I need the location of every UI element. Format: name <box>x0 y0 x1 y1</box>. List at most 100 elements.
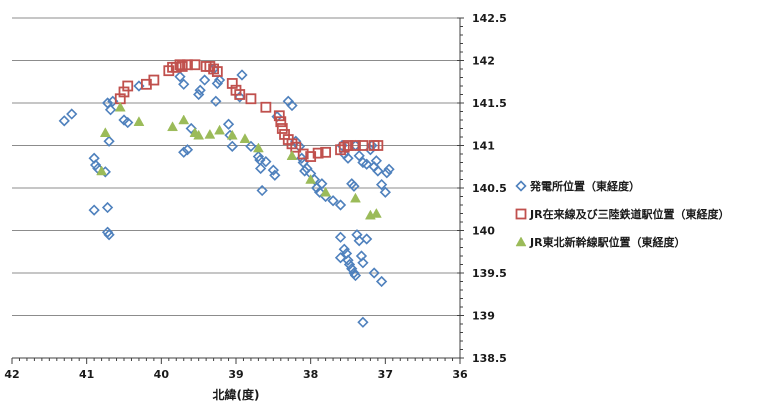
power-plant-point <box>255 162 267 175</box>
power-plant-point <box>334 252 347 264</box>
x-tick-label: 40 <box>154 368 170 381</box>
power-plant-point <box>252 150 265 163</box>
jr-conventional-station-point <box>211 66 223 77</box>
y-tick-label: 142.5 <box>472 12 507 25</box>
power-plant-point <box>342 152 354 164</box>
power-plant-point <box>193 88 205 101</box>
y-tick-label: 141 <box>472 140 495 153</box>
power-plant-point <box>185 122 197 135</box>
jr-conventional-station-point <box>290 141 302 153</box>
shinkansen-station-point <box>350 192 361 203</box>
power-plant-point <box>346 263 358 275</box>
power-plant-point <box>210 95 222 107</box>
legend-label-3: JR東北新幹線駅位置（東経度） <box>529 235 686 249</box>
legend-marker-2 <box>515 208 527 220</box>
power-plant-point <box>375 178 388 191</box>
legend-marker-3 <box>515 236 527 247</box>
series-3 <box>96 101 382 220</box>
jr-conventional-station-point <box>260 101 272 113</box>
shinkansen-station-point <box>226 129 238 140</box>
power-plant-point <box>194 84 206 96</box>
y-tick-label: 140.5 <box>472 182 507 195</box>
shinkansen-station-point <box>370 207 382 218</box>
power-plant-point <box>178 146 190 158</box>
power-plant-point <box>236 69 248 81</box>
jr-conventional-station-point <box>189 59 201 71</box>
power-plant-point <box>269 169 281 181</box>
power-plant-point <box>267 164 279 176</box>
power-plant-point <box>357 257 369 269</box>
shinkansen-station-point <box>133 116 145 126</box>
power-plant-point <box>375 275 388 288</box>
power-plant-point <box>89 159 102 171</box>
shinkansen-station-point <box>96 165 108 176</box>
power-plant-point <box>379 186 391 198</box>
x-tick-label: 36 <box>452 368 468 381</box>
power-plant-point <box>103 229 115 241</box>
power-plant-point <box>353 150 365 162</box>
jr-conventional-station-point <box>276 123 288 134</box>
power-plant-point <box>103 135 115 147</box>
y-tick-labels: 138.5 139 139.5 140 140.5 141 141.5 142 142.5 <box>472 12 507 365</box>
power-plant-point <box>338 243 350 255</box>
power-plant-point <box>260 156 272 168</box>
jr-conventional-station-point <box>174 59 186 71</box>
legend: 発電所位置（東経度） JR在来線及び三陸鉄道駅位置（東経度） JR東北新幹線駅位置（… <box>515 179 730 249</box>
x-tick-label: 41 <box>79 368 94 381</box>
power-plant-point <box>58 115 70 127</box>
shinkansen-station-point <box>252 142 264 153</box>
shinkansen-station-point <box>178 114 190 125</box>
power-plant-point <box>334 231 347 243</box>
power-plant-point <box>286 99 298 112</box>
power-plant-point <box>174 71 186 83</box>
y-tick-label: 140 <box>472 225 495 238</box>
x-tick-label: 39 <box>228 368 243 381</box>
y-tick-label: 139 <box>472 310 495 323</box>
shinkansen-station-point <box>239 133 251 143</box>
jr-conventional-station-point <box>234 89 246 100</box>
power-plant-point <box>368 267 380 279</box>
shinkansen-station-point <box>167 121 178 132</box>
power-plant-point <box>357 316 369 328</box>
power-plant-point <box>181 144 194 156</box>
shinkansen-station-point <box>320 186 332 197</box>
power-plant-point <box>361 233 373 245</box>
y-tick-label: 142 <box>472 55 495 68</box>
jr-conventional-station-point <box>305 151 317 162</box>
legend-label-1: 発電所位置（東経度） <box>529 179 640 193</box>
power-plant-point <box>66 108 78 120</box>
x-tick-labels: 42 41 40 39 38 37 36 <box>4 368 468 381</box>
power-plant-point <box>383 163 395 175</box>
power-plant-point <box>348 180 360 192</box>
y-tick-label: 138.5 <box>472 352 507 365</box>
shinkansen-station-point <box>286 150 298 160</box>
power-plant-point <box>327 195 339 207</box>
jr-conventional-station-point <box>273 110 285 122</box>
jr-conventional-station-point <box>122 80 134 92</box>
power-plant-point <box>313 186 326 198</box>
power-plant-point <box>178 78 190 90</box>
power-plant-point <box>256 184 268 197</box>
jr-conventional-station-point <box>182 59 193 71</box>
power-plant-point <box>343 258 356 271</box>
gridlines <box>12 17 460 316</box>
power-plant-point <box>370 155 383 167</box>
x-tick-label: 42 <box>4 368 19 381</box>
power-plant-point <box>199 74 211 86</box>
jr-conventional-station-point <box>297 148 309 160</box>
power-plant-point <box>245 140 257 152</box>
jr-conventional-station-point <box>245 93 257 105</box>
jr-conventional-station-point <box>372 140 384 151</box>
y-tick-label: 141.5 <box>472 97 507 110</box>
power-plant-point <box>88 204 100 216</box>
power-plant-point <box>361 158 373 170</box>
series-2 <box>114 59 384 162</box>
series-1 <box>58 63 395 328</box>
power-plant-point <box>213 74 226 86</box>
shinkansen-station-point <box>193 129 205 140</box>
power-plant-point <box>316 178 328 190</box>
jr-conventional-station-point <box>357 140 369 151</box>
jr-conventional-station-point <box>148 74 160 86</box>
power-plant-point <box>222 118 235 130</box>
